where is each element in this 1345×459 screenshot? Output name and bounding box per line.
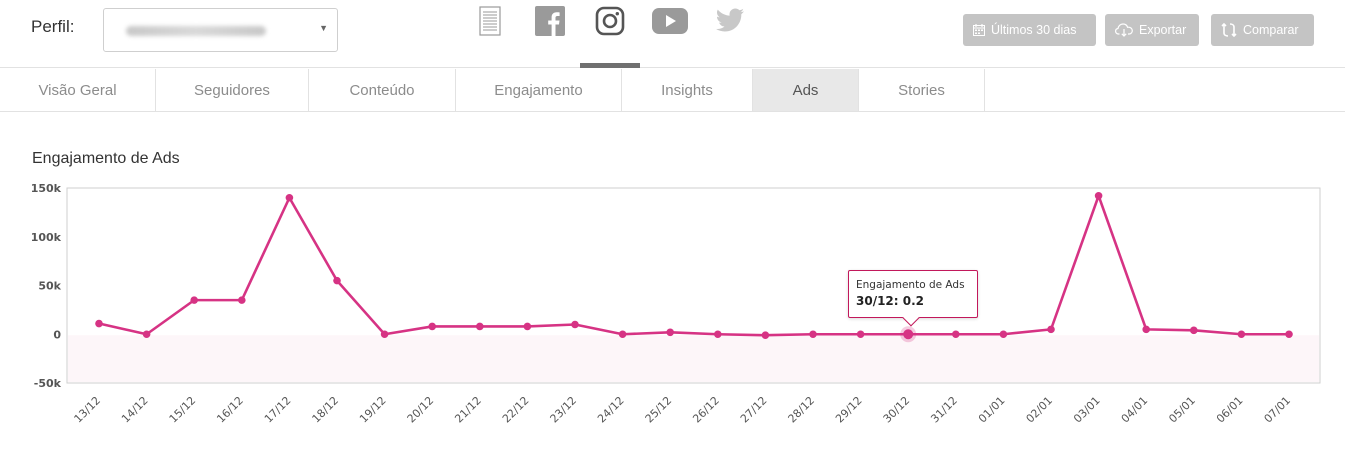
- negative-band: [68, 335, 1319, 382]
- x-tick-label: 16/12: [214, 394, 246, 426]
- data-point: [952, 330, 960, 339]
- y-tick-label: 0: [53, 328, 61, 341]
- x-tick-label: 24/12: [595, 394, 627, 426]
- y-tick-label: 50k: [38, 280, 61, 293]
- data-point: [666, 328, 674, 337]
- x-tick-label: 15/12: [167, 394, 199, 426]
- data-point: [809, 330, 817, 339]
- x-tick-label: 26/12: [690, 394, 722, 426]
- data-point: [1237, 330, 1246, 339]
- cloud-download-icon: [1115, 23, 1133, 37]
- x-tick-label: 04/01: [1119, 394, 1151, 426]
- x-tick-label: 28/12: [786, 394, 818, 426]
- period-button-label: Últimos 30 dias: [991, 23, 1077, 37]
- data-point: [1047, 325, 1055, 334]
- y-tick-label: -50k: [34, 377, 62, 390]
- compare-button-label: Comparar: [1243, 23, 1299, 37]
- data-point: [571, 320, 579, 329]
- x-tick-label: 07/01: [1262, 394, 1294, 426]
- data-point: [1094, 192, 1103, 200]
- x-tick-label: 06/01: [1214, 394, 1246, 426]
- tooltip-title: Engajamento de Ads: [856, 279, 965, 291]
- data-point: [1142, 325, 1150, 334]
- data-point: [999, 330, 1008, 339]
- tab-visao-geral[interactable]: Visão Geral: [0, 69, 156, 111]
- x-tick-label: 22/12: [500, 394, 532, 426]
- data-point: [476, 322, 484, 331]
- chart-title: Engajamento de Ads: [32, 150, 180, 167]
- x-tick-label: 19/12: [357, 394, 389, 426]
- data-point: [333, 276, 341, 285]
- data-point: [285, 193, 294, 202]
- chart-tooltip: Engajamento de Ads 30/12: 0.2: [848, 270, 978, 327]
- data-point: [856, 330, 865, 339]
- facebook-icon[interactable]: [533, 4, 567, 38]
- data-point: [428, 322, 437, 331]
- perfil-value-blurred: [126, 26, 266, 36]
- x-tick-label: 30/12: [881, 394, 913, 426]
- x-tick-label: 31/12: [928, 394, 960, 426]
- tab-seguidores[interactable]: Seguidores: [156, 69, 309, 111]
- x-tick-label: 27/12: [738, 394, 770, 426]
- x-tick-label: 17/12: [262, 394, 294, 426]
- active-network-indicator: [580, 63, 640, 68]
- compare-arrows-icon: [1221, 22, 1237, 38]
- x-tick-label: 25/12: [643, 394, 675, 426]
- data-point: [238, 296, 246, 304]
- data-point: [1190, 326, 1198, 335]
- compare-button[interactable]: Comparar: [1211, 14, 1314, 46]
- x-tick-label: 23/12: [548, 394, 580, 426]
- x-tick-label: 02/01: [1024, 394, 1056, 426]
- x-tick-label: 21/12: [452, 394, 484, 426]
- series-line: [98, 194, 1289, 337]
- data-point: [1285, 330, 1293, 339]
- x-tick-label: 29/12: [833, 394, 865, 426]
- x-tick-label: 01/01: [976, 394, 1008, 426]
- tab-insights[interactable]: Insights: [622, 69, 753, 111]
- tab-conteudo[interactable]: Conteúdo: [309, 69, 456, 111]
- tab-stories[interactable]: Stories: [859, 69, 985, 111]
- calendar-icon: [973, 24, 985, 36]
- tab-ads[interactable]: Ads: [753, 69, 859, 111]
- x-tick-label: 14/12: [119, 394, 151, 426]
- instagram-icon[interactable]: [593, 4, 627, 38]
- data-point: [618, 330, 627, 339]
- perfil-select[interactable]: ▼: [103, 8, 338, 52]
- engagement-line-chart[interactable]: -50k 0 50k 100k 150k 13/12 14/12 15/12 16/12 17/1…: [0, 175, 1345, 459]
- data-point: [380, 330, 389, 339]
- y-tick-label: 150k: [31, 182, 62, 195]
- data-point: [142, 330, 151, 339]
- export-button[interactable]: Exportar: [1105, 14, 1199, 46]
- tab-engajamento[interactable]: Engajamento: [456, 69, 622, 111]
- chevron-down-icon: ▼: [319, 23, 328, 33]
- period-button[interactable]: Últimos 30 dias: [963, 14, 1096, 46]
- header: Perfil: ▼: [0, 0, 1345, 68]
- export-button-label: Exportar: [1139, 23, 1187, 37]
- x-tick-label: 05/01: [1166, 394, 1198, 426]
- data-point-highlighted: [903, 329, 914, 340]
- data-point: [95, 319, 103, 328]
- tooltip-value: 30/12: 0.2: [856, 294, 925, 308]
- document-icon[interactable]: [473, 4, 507, 38]
- twitter-icon[interactable]: [713, 4, 747, 38]
- data-point: [190, 296, 198, 304]
- x-tick-label: 20/12: [405, 394, 437, 426]
- tab-bar: Visão Geral Seguidores Conteúdo Engajame…: [0, 69, 1345, 112]
- x-tick-label: 03/01: [1071, 394, 1103, 426]
- perfil-label: Perfil:: [31, 17, 75, 36]
- plot-frame: [66, 187, 1321, 384]
- data-point: [714, 330, 722, 339]
- data-point: [523, 322, 532, 331]
- youtube-icon[interactable]: [652, 4, 688, 38]
- x-tick-label: 13/12: [72, 394, 104, 426]
- y-tick-label: 100k: [31, 231, 62, 244]
- data-point: [761, 331, 770, 340]
- x-tick-label: 18/12: [310, 394, 342, 426]
